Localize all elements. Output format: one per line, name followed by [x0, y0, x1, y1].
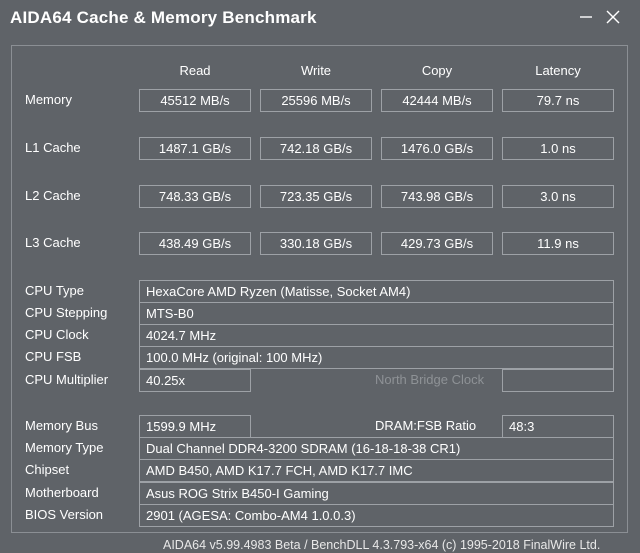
l2-copy-value: 743.98 GB/s	[381, 185, 493, 208]
row-label-memory: Memory	[25, 92, 72, 107]
l3-read-value: 438.49 GB/s	[139, 232, 251, 255]
motherboard-value: Asus ROG Strix B450-I Gaming	[139, 482, 614, 505]
column-header-write: Write	[300, 63, 332, 78]
minimize-icon[interactable]	[573, 6, 599, 28]
cpu-multiplier-value: 40.25x	[139, 369, 251, 392]
close-icon[interactable]	[600, 6, 626, 28]
l1-read-value: 1487.1 GB/s	[139, 137, 251, 160]
l2-read-value: 748.33 GB/s	[139, 185, 251, 208]
row-label-l3-cache: L3 Cache	[25, 235, 81, 250]
memory-read-value: 45512 MB/s	[139, 89, 251, 112]
memory-latency-value: 79.7 ns	[502, 89, 614, 112]
cpu-fsb-label: CPU FSB	[25, 349, 82, 364]
cpu-stepping-value: MTS-B0	[139, 302, 614, 325]
l1-write-value: 742.18 GB/s	[260, 137, 372, 160]
cpu-multiplier-label: CPU Multiplier	[25, 372, 109, 387]
dram-fsb-ratio-value: 48:3	[502, 415, 614, 438]
column-header-copy: Copy	[421, 63, 453, 78]
bios-version-value: 2901 (AGESA: Combo-AM4 1.0.0.3)	[139, 504, 614, 527]
l2-latency-value: 3.0 ns	[502, 185, 614, 208]
footer-version-text: AIDA64 v5.99.4983 Beta / BenchDLL 4.3.79…	[163, 538, 601, 552]
memory-bus-label: Memory Bus	[25, 418, 98, 433]
north-bridge-clock-label: North Bridge Clock	[375, 372, 485, 387]
cpu-type-value: HexaCore AMD Ryzen (Matisse, Socket AM4)	[139, 280, 614, 303]
memory-bus-value: 1599.9 MHz	[139, 415, 251, 438]
title-bar: AIDA64 Cache & Memory Benchmark	[0, 0, 640, 36]
l3-latency-value: 11.9 ns	[502, 232, 614, 255]
memory-type-label: Memory Type	[25, 440, 104, 455]
memory-copy-value: 42444 MB/s	[381, 89, 493, 112]
north-bridge-clock-value	[502, 369, 614, 392]
bios-version-label: BIOS Version	[25, 507, 104, 522]
column-header-read: Read	[179, 63, 211, 78]
cpu-clock-label: CPU Clock	[25, 327, 89, 342]
memory-write-value: 25596 MB/s	[260, 89, 372, 112]
cpu-fsb-value: 100.0 MHz (original: 100 MHz)	[139, 346, 614, 369]
window-title: AIDA64 Cache & Memory Benchmark	[10, 8, 317, 27]
l2-write-value: 723.35 GB/s	[260, 185, 372, 208]
l3-write-value: 330.18 GB/s	[260, 232, 372, 255]
cpu-type-label: CPU Type	[25, 283, 85, 298]
dram-fsb-ratio-label: DRAM:FSB Ratio	[375, 418, 477, 433]
chipset-label: Chipset	[25, 462, 70, 477]
column-header-latency: Latency	[535, 63, 581, 78]
motherboard-label: Motherboard	[25, 485, 99, 500]
l1-latency-value: 1.0 ns	[502, 137, 614, 160]
row-label-l2-cache: L2 Cache	[25, 188, 81, 203]
l3-copy-value: 429.73 GB/s	[381, 232, 493, 255]
row-label-l1-cache: L1 Cache	[25, 140, 81, 155]
l1-copy-value: 1476.0 GB/s	[381, 137, 493, 160]
chipset-value: AMD B450, AMD K17.7 FCH, AMD K17.7 IMC	[139, 459, 614, 482]
cpu-stepping-label: CPU Stepping	[25, 305, 108, 320]
cpu-clock-value: 4024.7 MHz	[139, 324, 614, 347]
results-panel	[11, 45, 628, 533]
memory-type-value: Dual Channel DDR4-3200 SDRAM (16-18-18-3…	[139, 437, 614, 460]
